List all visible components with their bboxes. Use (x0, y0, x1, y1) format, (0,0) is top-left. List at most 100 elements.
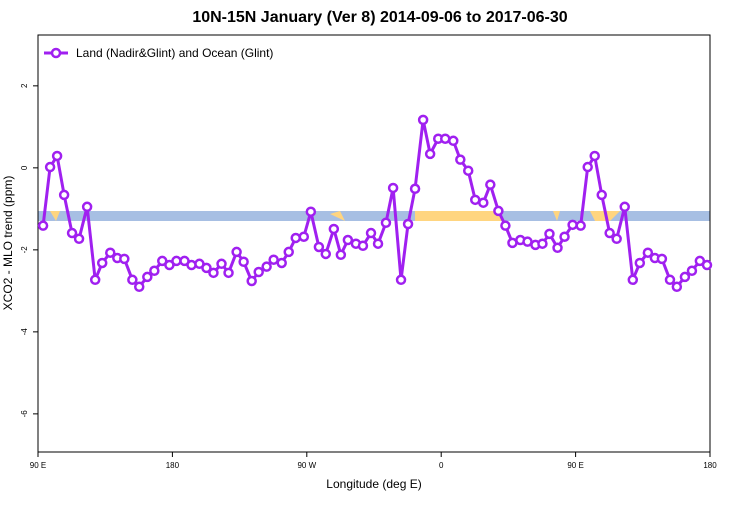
point (96, 257, 108, 269)
point (462, 165, 474, 176)
x-axis-label: Longitude (deg E) (326, 477, 421, 491)
point (537, 238, 548, 249)
point (409, 183, 421, 195)
point (634, 257, 646, 269)
point (417, 114, 429, 126)
point (582, 161, 593, 173)
point (89, 274, 101, 286)
y-tick-label: 0 (20, 165, 29, 170)
point (342, 234, 354, 246)
point (246, 275, 257, 287)
point (127, 274, 138, 286)
point (335, 249, 347, 261)
y-tick-label: -2 (20, 246, 29, 254)
point (276, 257, 287, 269)
point (201, 262, 212, 274)
point (469, 194, 481, 206)
legend-label: Land (Nadir&Glint) and Ocean (Glint) (76, 46, 273, 60)
point (500, 220, 511, 231)
point (328, 223, 340, 235)
point (656, 253, 668, 265)
point (81, 201, 93, 213)
point (208, 267, 219, 279)
point (686, 265, 698, 277)
y-tick-label: -4 (20, 328, 29, 336)
point (664, 274, 676, 286)
point (253, 266, 264, 278)
point (372, 238, 384, 249)
point (439, 133, 451, 144)
x-tick-label: 180 (703, 461, 717, 470)
point (44, 161, 56, 173)
point (261, 261, 272, 272)
point (133, 281, 145, 293)
point (380, 217, 392, 229)
point (66, 227, 78, 239)
point (559, 231, 570, 242)
point (73, 233, 85, 245)
point (105, 247, 116, 258)
point (611, 233, 622, 245)
point (171, 255, 182, 267)
point (701, 259, 713, 271)
point (238, 256, 249, 267)
point (290, 232, 301, 244)
point (58, 189, 70, 201)
point (283, 246, 294, 258)
point (679, 271, 691, 283)
point (485, 179, 496, 190)
point (216, 258, 227, 270)
point (357, 240, 369, 252)
point (37, 220, 49, 231)
point (544, 228, 555, 240)
point (619, 201, 630, 213)
point (320, 248, 332, 260)
point (448, 135, 459, 147)
plot-frame (37, 34, 711, 453)
point (424, 148, 436, 160)
point (589, 150, 600, 162)
band-land (415, 211, 505, 221)
legend-marker (50, 47, 62, 59)
band (38, 211, 710, 221)
chart-title: 10N-15N January (Ver 8) 2014-09-06 to 20… (192, 9, 567, 26)
point (305, 206, 317, 217)
x-tick-label: 90 W (297, 461, 316, 470)
x-tick-label: 0 (439, 461, 444, 470)
point (298, 231, 310, 242)
point (231, 246, 242, 258)
point (552, 242, 563, 254)
y-tick-label: 2 (20, 83, 29, 88)
point (567, 219, 578, 231)
point (119, 253, 130, 265)
point (627, 274, 639, 286)
x-tick-label: 90 E (567, 461, 583, 470)
point (575, 220, 586, 231)
point (268, 254, 279, 265)
point (671, 281, 683, 293)
point (387, 182, 399, 194)
point (186, 259, 197, 271)
point (149, 265, 160, 277)
point (478, 197, 489, 208)
point (395, 274, 407, 286)
point (223, 267, 234, 279)
point (596, 189, 607, 201)
point (642, 247, 654, 258)
point (313, 241, 325, 253)
band-land (330, 211, 345, 221)
band-land (50, 211, 60, 221)
point (402, 218, 414, 230)
point (51, 150, 63, 162)
band-land (553, 211, 560, 221)
point (604, 227, 615, 239)
x-tick-label: 90 E (30, 461, 46, 470)
y-tick-label: -6 (20, 410, 29, 418)
point (365, 227, 377, 239)
point (142, 271, 153, 283)
surface-band (38, 211, 710, 221)
point (493, 205, 504, 217)
x-tick-label: 180 (166, 461, 180, 470)
